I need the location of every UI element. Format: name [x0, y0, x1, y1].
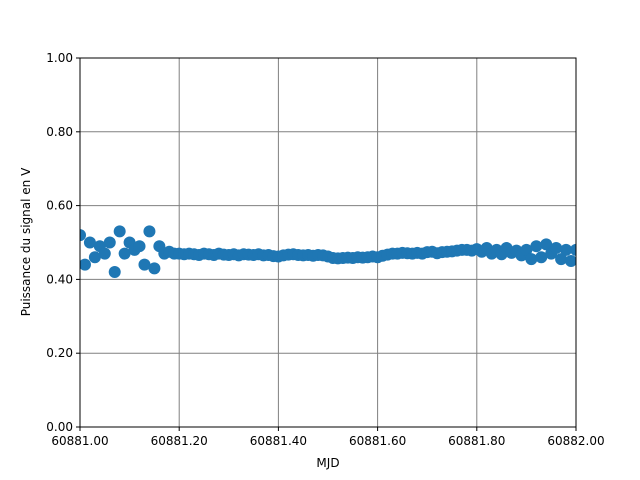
data-point — [80, 258, 91, 271]
y-tick-label: 0.00 — [46, 420, 73, 434]
data-point — [148, 262, 161, 275]
y-tick-label: 0.20 — [46, 346, 73, 360]
data-point — [540, 238, 553, 251]
x-tick-label: 60882.00 — [547, 434, 604, 448]
data-point — [83, 236, 96, 249]
y-tick-label: 0.60 — [46, 199, 73, 213]
data-point — [113, 225, 126, 238]
x-tick-label: 60881.20 — [151, 434, 208, 448]
data-point — [570, 243, 576, 256]
data-point — [565, 254, 576, 267]
y-tick-label: 0.80 — [46, 125, 73, 139]
data-point — [550, 242, 563, 255]
y-axis-label: Puissance du signal en V — [19, 167, 33, 316]
data-point — [525, 253, 538, 266]
y-tick-label: 1.00 — [46, 51, 73, 65]
data-point — [520, 243, 533, 256]
data-point — [98, 247, 111, 260]
x-axis-label: MJD — [316, 456, 339, 470]
plot-frame — [79, 57, 577, 428]
data-point — [108, 266, 121, 279]
x-tick-label: 60881.40 — [250, 434, 307, 448]
x-tick-label: 60881.80 — [448, 434, 505, 448]
data-point — [103, 236, 116, 249]
data-point — [560, 243, 573, 256]
data-point — [133, 240, 146, 253]
data-point — [138, 258, 151, 271]
data-point — [530, 240, 543, 253]
x-tick-label: 60881.60 — [349, 434, 406, 448]
data-point — [535, 251, 548, 264]
data-point — [143, 225, 156, 238]
data-point — [555, 253, 568, 266]
data-point — [88, 251, 101, 264]
x-tick-label: 60881.00 — [51, 434, 108, 448]
data-point — [118, 247, 131, 260]
data-point — [80, 229, 86, 242]
y-tick-label: 0.40 — [46, 272, 73, 286]
